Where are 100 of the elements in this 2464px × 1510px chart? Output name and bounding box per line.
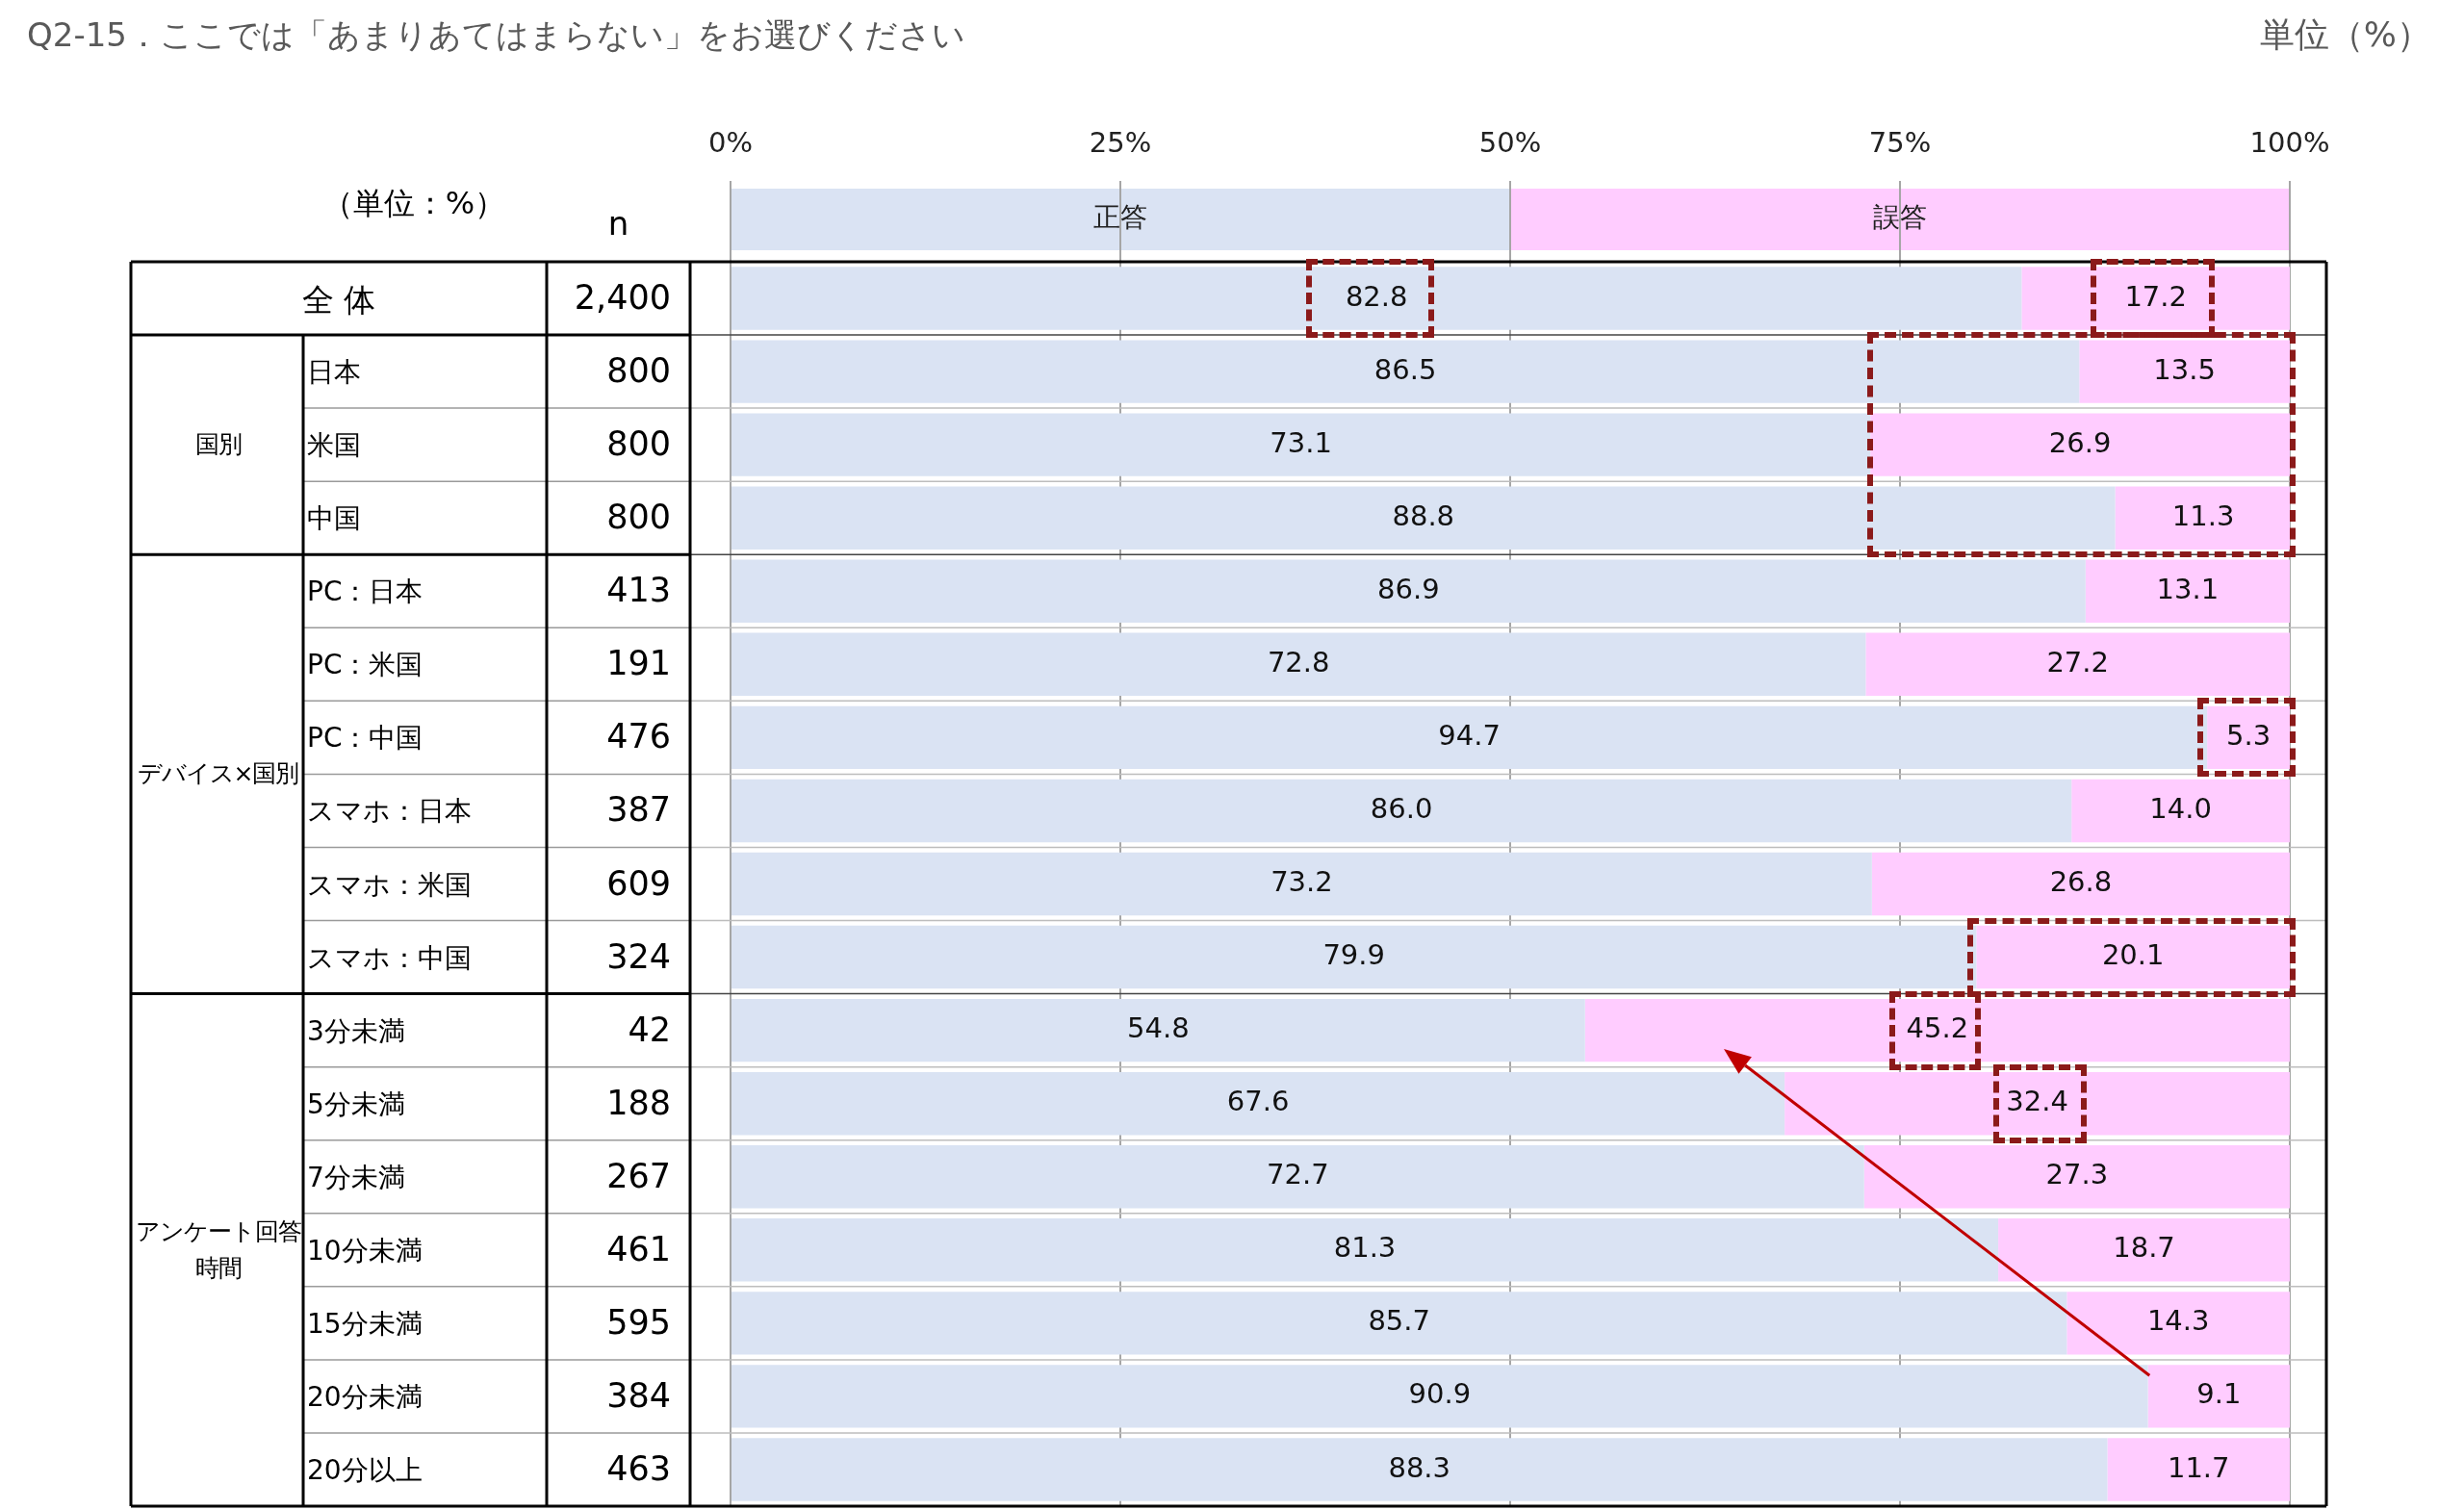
data-label: 14.3 [2146,1304,2210,1338]
data-label: 73.1 [1270,425,1332,459]
y-tick-label: 全 体 [300,280,377,320]
data-label: 11.7 [2167,1450,2230,1484]
text: デバイス×国別 [136,758,300,790]
data-label: 26.8 [2049,865,2113,899]
data-label: 13.5 [2153,352,2216,386]
data-label: 72.8 [1267,645,1330,678]
data-label: 73.2 [1270,865,1333,899]
text: 2,400 [573,278,671,318]
bar [732,1145,1864,1209]
text: 267 [605,1156,671,1195]
bar [732,1438,2108,1501]
bar [732,1218,1999,1282]
bar [2107,1438,2290,1501]
chart-title: Q2-15．ここでは「あまりあてはまらない」をお選びください [27,14,965,56]
data-label: 94.7 [1438,718,1501,752]
bar [1870,413,2290,476]
y-tick-label: スマホ：米国 [307,867,472,903]
data-label: 86.0 [1370,791,1433,825]
text: 191 [605,644,671,683]
y-tick-label: 日本 [307,355,361,391]
text: 国別 [193,429,243,461]
bar [1865,632,2290,697]
data-label: 14.0 [2149,791,2212,825]
data-label: 81.3 [1333,1231,1397,1265]
data-label: 27.2 [2046,645,2109,678]
data-label: 90.9 [1408,1377,1472,1411]
text: 463 [605,1448,671,1488]
x-tick-label: 75% [1868,126,1932,160]
text: 800 [605,351,671,391]
data-label: 54.8 [1127,1011,1190,1045]
bar [732,340,2080,403]
chart-subtitle: 単位（%） [2259,13,2431,56]
x-tick-label: 25% [1089,126,1152,160]
data-label: 13.1 [2156,572,2220,605]
y-tick-label: 米国 [307,428,361,464]
y-tick-label: PC：米国 [307,648,424,683]
x-tick-label: 100% [2249,126,2330,160]
bar [732,779,2072,843]
text: 188 [605,1083,671,1122]
text: 595 [605,1302,671,1342]
data-label: 11.3 [2171,499,2235,532]
bar [732,1365,2148,1428]
y-tick-label: 中国 [307,501,361,537]
data-label: 85.7 [1368,1304,1430,1338]
text: 800 [605,424,671,464]
data-label: 32.4 [2006,1085,2068,1118]
text: 42 [627,1010,671,1049]
text: 誤答 [1873,201,1927,234]
text: n [606,204,630,243]
bar [2147,1365,2290,1428]
text: 609 [605,863,671,903]
text: 387 [605,790,671,830]
bar [732,486,2116,550]
data-label: 82.8 [1345,279,1408,313]
bar [732,1071,1785,1136]
data-label: 86.9 [1377,572,1440,605]
bar [2085,559,2290,623]
text: 800 [605,498,671,537]
y-tick-label: 10分未満 [307,1233,423,1268]
data-label: 88.3 [1388,1450,1451,1484]
y-tick-label: 5分未満 [307,1087,405,1122]
y-tick-label: スマホ：日本 [307,794,472,830]
data-label: 17.2 [2124,279,2187,313]
y-tick-label: 15分未満 [307,1306,423,1342]
data-label: 27.3 [2045,1158,2109,1191]
data-label: 20.1 [2101,938,2165,972]
data-label: 88.8 [1392,499,1455,532]
data-label: 86.5 [1373,352,1437,386]
bar [1863,1145,2290,1209]
y-tick-label: 7分未満 [307,1160,405,1195]
data-label: 45.2 [1906,1011,1969,1045]
data-label: 72.7 [1267,1158,1329,1191]
bar [732,413,1871,476]
bar [2071,779,2290,843]
text: 476 [605,717,671,756]
y-tick-label: PC：中国 [307,721,424,756]
y-tick-label: 3分未満 [307,1013,405,1049]
y-tick-label: 20分未満 [307,1379,423,1415]
data-label: 18.7 [2113,1231,2175,1265]
text: （単位：%） [321,184,507,223]
y-tick-label: PC：日本 [307,575,424,610]
bar [2115,486,2290,550]
data-label: 9.1 [2196,1377,2242,1411]
bar [2066,1292,2290,1355]
x-tick-label: 0% [707,126,754,160]
y-tick-label: 20分以上 [307,1452,423,1488]
text: 413 [605,571,671,610]
x-tick-label: 50% [1478,126,1542,160]
y-tick-label: スマホ：中国 [307,940,472,976]
text: 324 [605,936,671,976]
data-label: 67.6 [1226,1085,1290,1118]
series-label: 正答 [1093,201,1147,234]
bar [732,559,2086,623]
bar [732,1292,2067,1355]
text: アンケート回答時間 [134,1216,302,1284]
bar [1998,1218,2290,1282]
text: 461 [605,1229,671,1268]
text: 384 [605,1375,671,1415]
